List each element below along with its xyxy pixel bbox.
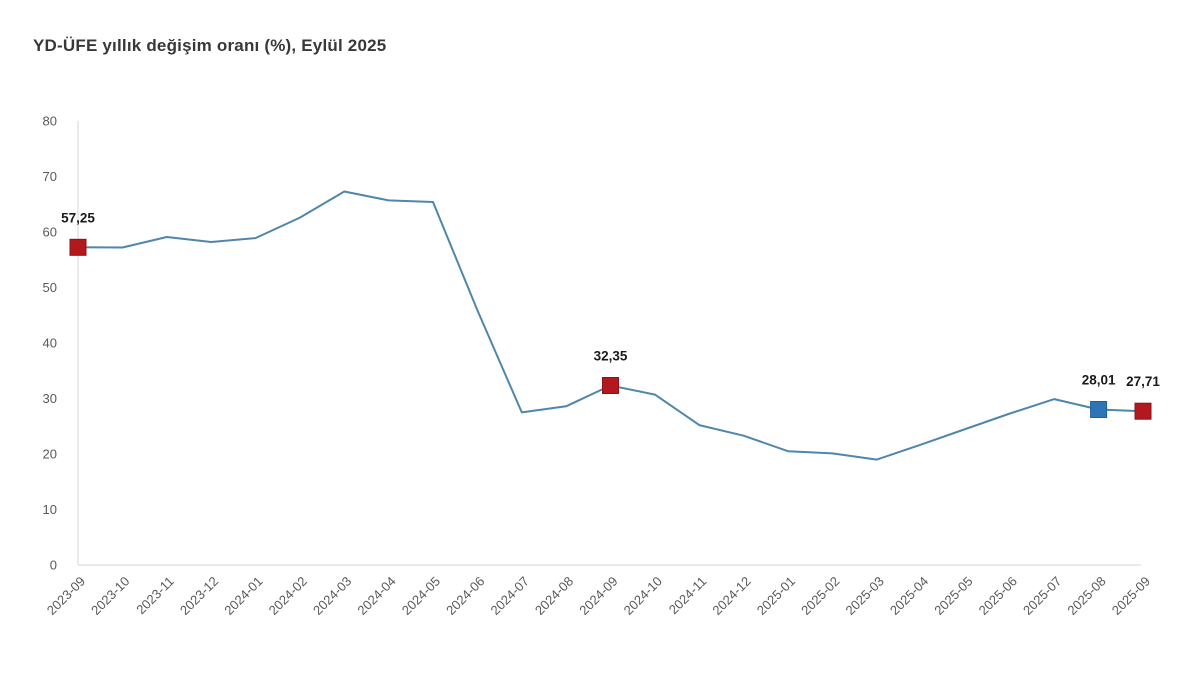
trend-line [77, 190, 1144, 461]
x-tick-label: 2024-03 [310, 574, 354, 618]
data-point-marker [602, 377, 619, 394]
x-tick-label: 2024-10 [621, 574, 665, 618]
y-tick-label: 70 [43, 169, 57, 184]
x-tick-label: 2025-04 [887, 574, 931, 618]
x-tick-label: 2025-05 [931, 574, 975, 618]
data-point-label: 32,35 [594, 349, 628, 364]
x-tick-label: 2025-09 [1109, 574, 1153, 618]
x-tick-label: 2023-09 [44, 574, 88, 618]
y-tick-label: 40 [43, 336, 57, 351]
x-tick-label: 2024-11 [666, 574, 710, 618]
data-point-marker [69, 238, 87, 256]
x-tick-label: 2025-02 [798, 574, 842, 618]
x-tick-label: 2023-12 [177, 574, 221, 618]
x-tick-label: 2025-08 [1064, 574, 1108, 618]
y-axis-tick-labels: 0 10 20 30 40 50 60 70 80 [43, 114, 57, 573]
x-tick-label: 2023-10 [88, 574, 132, 618]
chart-title: YD-ÜFE yıllık değişim oranı (%), Eylül 2… [33, 36, 387, 55]
x-tick-label: 2025-07 [1020, 574, 1064, 618]
y-tick-label: 60 [43, 225, 57, 240]
x-tick-label: 2025-03 [843, 574, 887, 618]
x-tick-label: 2024-01 [221, 574, 265, 618]
x-tick-label: 2024-05 [399, 574, 443, 618]
y-tick-label: 10 [43, 502, 57, 517]
x-tick-label: 2024-06 [443, 574, 487, 618]
x-tick-label: 2023-11 [133, 574, 177, 618]
data-point-label: 27,71 [1126, 374, 1160, 389]
x-tick-label: 2024-02 [266, 574, 310, 618]
x-axis-tick-labels: 2023-09 2023-10 2023-11 2023-12 2024-01 2024-… [44, 574, 1153, 618]
x-tick-label: 2024-12 [709, 574, 753, 618]
x-tick-label: 2024-09 [576, 574, 620, 618]
x-tick-label: 2025-06 [976, 574, 1020, 618]
x-tick-label: 2024-04 [354, 574, 398, 618]
highlighted-data-points [69, 238, 1152, 420]
y-tick-label: 20 [43, 447, 57, 462]
x-tick-label: 2024-07 [488, 574, 532, 618]
data-point-marker [1134, 402, 1152, 420]
y-tick-label: 50 [43, 280, 57, 295]
data-point-label: 28,01 [1082, 373, 1116, 388]
data-point-labels: 57,25 32,35 28,01 27,71 [61, 210, 1160, 389]
y-tick-label: 80 [43, 114, 57, 129]
y-tick-label: 30 [43, 391, 57, 406]
x-tick-label: 2025-01 [754, 574, 798, 618]
data-point-label: 57,25 [61, 210, 95, 225]
data-point-marker [1090, 401, 1108, 418]
x-tick-label: 2024-08 [532, 574, 576, 618]
y-tick-label: 0 [50, 558, 57, 573]
